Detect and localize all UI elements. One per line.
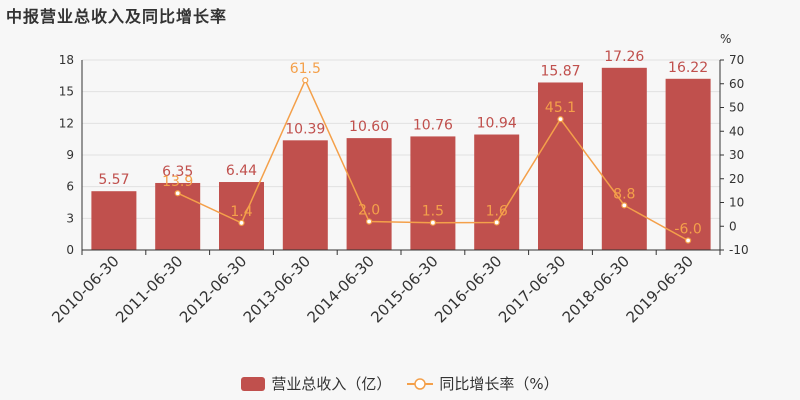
line-value-label: 1.4 (230, 204, 252, 220)
line-value-label: 8.8 (613, 186, 635, 202)
right-tick-label: 10 (729, 196, 744, 210)
data-labels: 5.57 6.35 6.44 10.39 10.60 10.76 10.94 15.87 17.… (98, 49, 708, 238)
right-tick-label: 50 (729, 101, 744, 115)
revenue-bar[interactable] (538, 82, 583, 250)
bar-value-label: 10.60 (349, 119, 389, 135)
growth-point[interactable] (621, 202, 628, 209)
line-value-label: 45.1 (545, 100, 576, 116)
revenue-bar[interactable] (474, 134, 520, 250)
x-tick-label: 2019-06-30 (623, 252, 697, 326)
legend-bar-swatch (241, 376, 266, 391)
growth-point[interactable] (366, 218, 373, 225)
bar-value-label: 5.57 (98, 172, 129, 188)
left-tick-label: 15 (59, 85, 74, 99)
growth-point[interactable] (429, 219, 436, 226)
right-axis-unit: % (720, 32, 731, 46)
right-tick-label: 70 (729, 53, 744, 67)
x-tick-label: 2010-06-30 (48, 252, 122, 326)
x-tick-label: 2011-06-30 (112, 252, 186, 326)
line-value-label: 2.0 (358, 203, 380, 219)
growth-point[interactable] (684, 237, 692, 244)
x-tick-label: 2016-06-30 (431, 252, 505, 326)
growth-point[interactable] (238, 219, 245, 227)
revenue-bar[interactable] (410, 136, 456, 250)
x-tick-label: 2014-06-30 (304, 252, 378, 326)
line-value-label: -6.0 (674, 222, 701, 238)
bar-value-label: 10.39 (285, 121, 325, 137)
left-tick-label: 9 (66, 148, 74, 162)
x-tick-label: 2013-06-30 (240, 252, 314, 326)
revenue-bar[interactable] (91, 191, 137, 250)
legend-line-swatch (407, 377, 434, 390)
right-tick-label: -10 (729, 243, 749, 257)
x-tick-label: 2017-06-30 (495, 252, 569, 326)
revenue-bar[interactable] (601, 67, 647, 250)
x-tick-label: 2015-06-30 (367, 252, 441, 326)
growth-point[interactable] (174, 190, 181, 197)
legend-label-growth: 同比增长率（%） (439, 375, 559, 393)
left-tick-label: 3 (66, 211, 74, 225)
right-tick-label: 20 (729, 172, 744, 186)
right-tick-label: 60 (729, 77, 744, 91)
bar-value-label: 10.94 (477, 116, 517, 132)
right-tick-label: 0 (729, 219, 737, 233)
line-value-label: 13.9 (162, 174, 193, 190)
bar-series (91, 67, 711, 251)
line-value-label: 1.6 (486, 203, 508, 219)
revenue-bar[interactable] (665, 78, 711, 251)
legend-item-growth[interactable]: 同比增长率（%） (407, 373, 559, 394)
legend-label-revenue: 营业总收入（亿） (271, 375, 392, 393)
revenue-bar[interactable] (346, 138, 392, 250)
line-series (174, 77, 692, 244)
x-tick-label: 2012-06-30 (176, 252, 250, 326)
bar-value-label: 6.44 (226, 163, 257, 179)
right-tick-label: 40 (729, 124, 744, 138)
bar-value-label: 6.35 (162, 164, 193, 180)
legend: 营业总收入（亿） 同比增长率（%） (0, 373, 800, 394)
x-tick-label: 2018-06-30 (559, 252, 633, 326)
chart-title: 中报营业总收入及同比增长率 (6, 7, 228, 26)
right-tick-label: 30 (729, 148, 744, 162)
bar-value-label: 10.76 (413, 117, 453, 133)
line-value-label: 61.5 (290, 61, 321, 77)
left-tick-label: 6 (66, 180, 74, 194)
bar-value-label: 15.87 (540, 63, 580, 79)
line-value-label: 1.5 (422, 204, 444, 220)
left-tick-label: 0 (66, 243, 74, 257)
bar-value-label: 17.26 (604, 49, 644, 65)
growth-point[interactable] (302, 77, 309, 84)
left-tick-label: 18 (59, 53, 74, 67)
revenue-bar[interactable] (282, 140, 328, 250)
legend-item-revenue[interactable]: 营业总收入（亿） (241, 373, 391, 394)
bar-value-label: 16.22 (668, 60, 708, 76)
growth-point[interactable] (493, 219, 500, 226)
growth-point[interactable] (557, 116, 564, 123)
left-tick-label: 12 (59, 116, 74, 130)
